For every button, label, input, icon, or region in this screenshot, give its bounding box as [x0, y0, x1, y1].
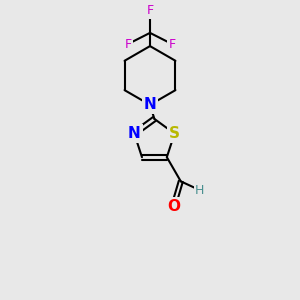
- Text: F: F: [146, 4, 154, 17]
- Text: N: N: [144, 97, 156, 112]
- Text: S: S: [169, 126, 180, 141]
- Text: H: H: [195, 184, 205, 197]
- Text: O: O: [167, 199, 180, 214]
- Text: F: F: [169, 38, 176, 50]
- Text: N: N: [128, 126, 141, 141]
- Text: F: F: [124, 38, 131, 50]
